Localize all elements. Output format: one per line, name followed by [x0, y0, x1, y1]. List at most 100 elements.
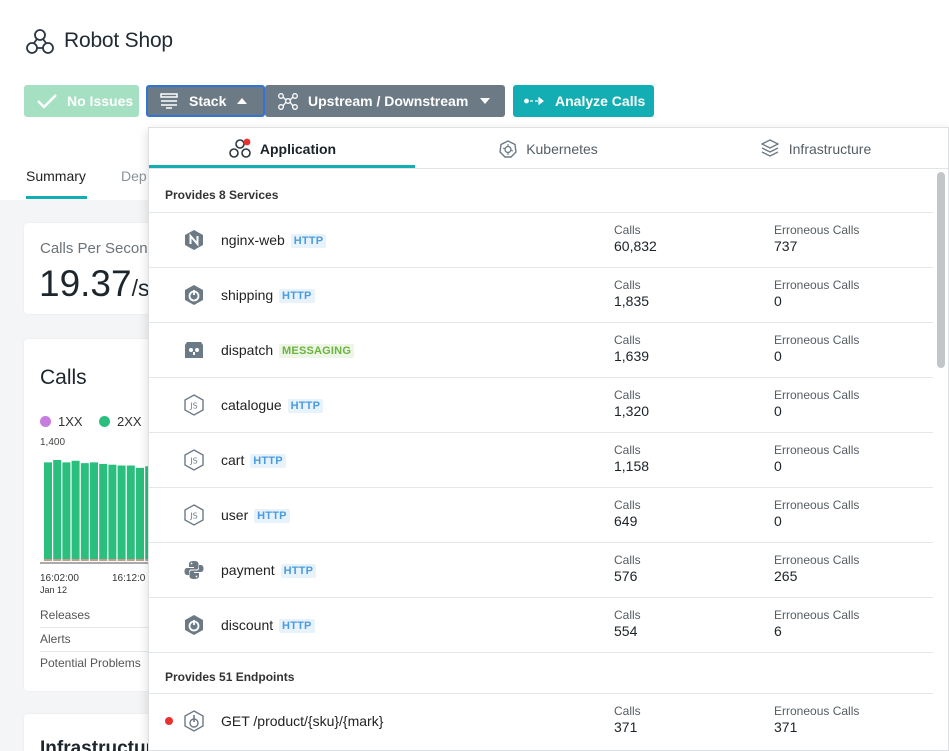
python-icon — [184, 561, 204, 579]
calls-label: Calls — [614, 388, 641, 402]
service-row-user[interactable]: JS user HTTP Calls 649 Erroneous Calls 0 — [149, 487, 933, 542]
calls-value: 1,835 — [614, 293, 650, 309]
calls-label: Calls — [614, 278, 641, 292]
tab-infrastructure[interactable]: Infrastructure — [682, 128, 948, 169]
calls-card: Calls 1XX 2XX 1,400 16:02:00 Jan 12 16:1… — [24, 339, 159, 691]
erroneous-calls-value: 0 — [774, 403, 782, 419]
potential-problems-row[interactable]: Potential Problems — [40, 656, 141, 670]
caret-up-icon — [237, 98, 248, 104]
service-type-badge: HTTP — [290, 234, 327, 248]
service-row-nginx-web[interactable]: nginx-web HTTP Calls 60,832 Erroneous Ca… — [149, 212, 933, 267]
calls-value: 554 — [614, 623, 638, 639]
erroneous-calls-value: 265 — [774, 568, 798, 584]
service-name: cart HTTP — [221, 452, 286, 468]
nodejs-icon: JS — [184, 394, 204, 416]
releases-row[interactable]: Releases — [40, 608, 91, 622]
legend-item-2xx[interactable]: 2XX — [99, 414, 142, 429]
application-icon — [229, 138, 251, 158]
erroneous-calls-label: Erroneous Calls — [774, 388, 860, 402]
divider — [40, 627, 159, 628]
service-type-badge: HTTP — [250, 454, 286, 468]
service-row-dispatch[interactable]: dispatch MESSAGING Calls 1,639 Erroneous… — [149, 322, 933, 377]
endpoints-heading: Provides 51 Endpoints — [165, 670, 295, 684]
erroneous-calls-label: Erroneous Calls — [774, 278, 860, 292]
bar-1xx — [53, 559, 62, 561]
service-name-text: shipping — [221, 287, 274, 303]
infrastructure-title: Infrastructure — [40, 738, 159, 751]
section-divider-row — [149, 652, 933, 694]
bar-2xx — [44, 462, 52, 559]
service-row-cart[interactable]: JS cart HTTP Calls 1,158 Erroneous Calls… — [149, 432, 933, 487]
calls-label: Calls — [614, 443, 641, 457]
service-name-text: user — [221, 507, 249, 523]
calls-value: 1,639 — [614, 348, 650, 364]
service-name-text: catalogue — [221, 397, 282, 413]
x-axis-tick: 16:02:00 — [40, 573, 79, 584]
calls-value: 371 — [614, 719, 638, 735]
tab-summary[interactable]: Summary — [26, 168, 86, 184]
no-issues-button[interactable]: No Issues — [24, 85, 139, 117]
calls-title: Calls — [40, 366, 87, 389]
scrollbar-thumb[interactable] — [937, 172, 945, 368]
service-name-text: payment — [221, 562, 275, 578]
x-axis-date: Jan 12 — [40, 585, 68, 595]
tab-summary-indicator — [26, 196, 87, 199]
bar-1xx — [117, 559, 126, 561]
service-name: user HTTP — [221, 507, 290, 523]
bar-2xx — [62, 462, 71, 559]
endpoint-name: GET /product/{sku}/{mark} — [221, 713, 384, 729]
tab-dependencies[interactable]: Dep — [121, 168, 147, 184]
service-row-discount[interactable]: discount HTTP Calls 554 Erroneous Calls … — [149, 597, 933, 652]
bar-2xx — [108, 464, 117, 559]
alerts-row[interactable]: Alerts — [40, 632, 71, 646]
stack-icon — [160, 93, 178, 109]
svg-text:JS: JS — [189, 457, 197, 466]
bar-1xx — [126, 559, 135, 561]
tab-kubernetes[interactable]: Kubernetes — [415, 128, 682, 169]
legend-label: 1XX — [58, 414, 83, 429]
bar-2xx — [117, 465, 126, 559]
stack-button[interactable]: Stack — [146, 85, 265, 117]
calls-chart — [40, 460, 159, 564]
legend-item-1xx[interactable]: 1XX — [40, 414, 83, 429]
endpoint-status-dot — [165, 717, 173, 725]
service-row-catalogue[interactable]: JS catalogue HTTP Calls 1,320 Erroneous … — [149, 377, 933, 432]
service-row-shipping[interactable]: shipping HTTP Calls 1,835 Erroneous Call… — [149, 267, 933, 322]
tab-application[interactable]: Application — [149, 128, 415, 169]
service-name: nginx-web HTTP — [221, 232, 327, 248]
service-name: discount HTTP — [221, 617, 315, 633]
calls-per-second-card: Calls Per Second 19.37/s — [24, 223, 159, 314]
erroneous-calls-label: Erroneous Calls — [774, 608, 860, 622]
analyze-calls-icon — [524, 96, 544, 106]
nodejs-icon: JS — [184, 449, 204, 471]
tab-infrastructure-label: Infrastructure — [788, 140, 872, 157]
upstream-downstream-button[interactable]: Upstream / Downstream — [265, 85, 505, 117]
service-name-text: nginx-web — [221, 232, 285, 248]
y-axis-tick: 1,400 — [40, 437, 66, 448]
bar-1xx — [71, 559, 80, 561]
erroneous-calls-value: 0 — [774, 458, 782, 474]
calls-per-second-label: Calls Per Second — [40, 240, 156, 257]
calls-label: Calls — [614, 553, 641, 567]
endpoint-icon — [184, 710, 204, 732]
calls-label: Calls — [614, 223, 641, 237]
calls-value: 1,158 — [614, 458, 650, 474]
erroneous-calls-label: Erroneous Calls — [774, 498, 860, 512]
nodejs-icon: JS — [184, 504, 204, 526]
service-name: catalogue HTTP — [221, 397, 324, 413]
infrastructure-icon — [760, 139, 779, 157]
bar-1xx — [44, 559, 52, 561]
calls-value: 60,832 — [614, 238, 657, 254]
analyze-calls-button[interactable]: Analyze Calls — [513, 85, 654, 117]
service-row-payment[interactable]: payment HTTP Calls 576 Erroneous Calls 2… — [149, 542, 933, 597]
calls-per-second-value: 19.37/s — [39, 263, 149, 305]
no-issues-label: No Issues — [67, 93, 134, 109]
service-type-badge: HTTP — [279, 289, 315, 303]
bar-2xx — [53, 460, 62, 559]
erroneous-calls-value: 6 — [774, 623, 782, 639]
endpoint-row[interactable]: GET /product/{sku}/{mark} Calls 371 Erro… — [149, 693, 933, 748]
service-type-badge: HTTP — [279, 619, 315, 633]
services-heading: Provides 8 Services — [165, 188, 279, 202]
kubernetes-icon — [499, 139, 517, 158]
erroneous-calls-value: 0 — [774, 348, 782, 364]
